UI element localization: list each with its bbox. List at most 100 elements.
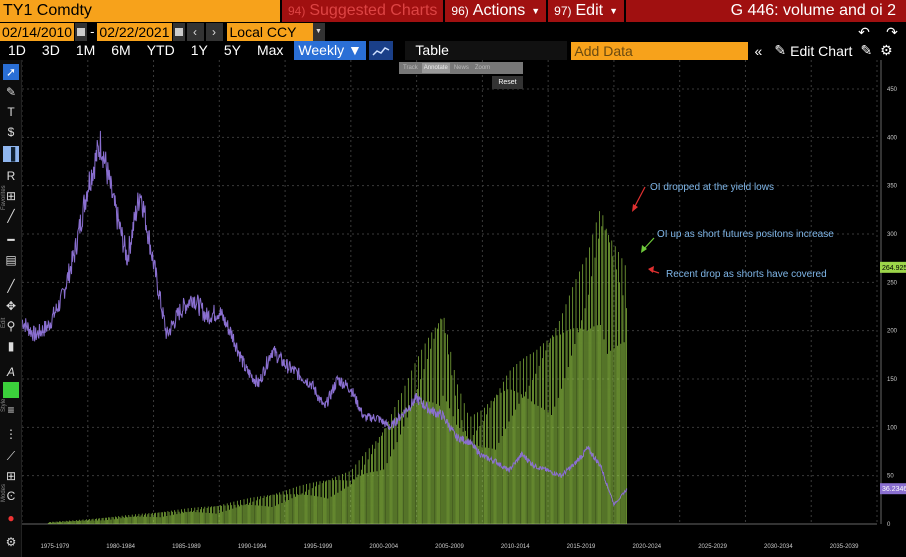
price-oi-chart[interactable]: 0 50 100 150 200 250 300 350 400 450 264.925 36.234… xyxy=(22,60,906,557)
modes-label: Modes xyxy=(1,483,7,502)
annotation-text: OI dropped at the yield lows xyxy=(650,182,774,193)
annotation-text: Recent drop as shorts have covered xyxy=(666,269,827,280)
annotate-button[interactable]: Annotate xyxy=(421,63,450,73)
redo-icon[interactable]: ↷ xyxy=(886,23,898,40)
chevron-down-icon[interactable]: ▼ xyxy=(312,22,325,41)
title-bar: TY1 Comdty 94) Suggested Charts 96) Acti… xyxy=(0,0,906,22)
magnet-icon[interactable]: Ͼ xyxy=(6,489,16,503)
actions-menu[interactable]: 96) Actions ▼ xyxy=(445,0,547,22)
brush-icon[interactable]: ╱ xyxy=(7,209,15,223)
chevron-down-icon: ▼ xyxy=(531,6,541,16)
double-chevron-left-icon[interactable]: « xyxy=(754,42,763,59)
date-separator: - xyxy=(90,24,95,39)
x-tick-label: 2035-2039 xyxy=(830,544,859,550)
color-dots-icon[interactable]: ● xyxy=(7,511,15,525)
chart-grid xyxy=(22,60,882,525)
settings-icon[interactable]: ⚙ xyxy=(880,42,893,58)
edit-menu[interactable]: 97) Edit ▼ xyxy=(548,0,624,22)
gear-icon[interactable]: ⚙ xyxy=(5,535,17,549)
color-swatch[interactable] xyxy=(3,382,19,398)
suggested-charts-menu[interactable]: 94) Suggested Charts xyxy=(282,0,444,22)
pencil-icon[interactable]: ✎ xyxy=(5,85,17,99)
currency-select[interactable]: Local CCY xyxy=(226,22,313,41)
line-icon[interactable]: ━ xyxy=(7,233,15,247)
move-icon[interactable]: ✥ xyxy=(5,299,17,313)
pencil-icon[interactable]: ╱ xyxy=(7,279,15,293)
x-tick-label: 1980-1984 xyxy=(106,544,135,550)
bar-icon[interactable]: ▐ xyxy=(3,146,19,162)
period-6m[interactable]: 6M xyxy=(111,42,131,58)
price-series xyxy=(22,130,628,507)
cursor-icon[interactable]: ➚ xyxy=(3,64,19,80)
x-tick-label: 1990-1994 xyxy=(238,544,267,550)
dashed-line-icon[interactable]: ⋮ xyxy=(5,427,17,441)
x-tick-label: 2030-2034 xyxy=(764,544,793,550)
track-button[interactable]: Track xyxy=(403,65,418,71)
frequency-select[interactable]: Weekly ▼ xyxy=(294,41,367,60)
period-5y[interactable]: 5Y xyxy=(223,42,241,58)
suggested-num: 94) xyxy=(288,4,306,18)
chart-mode-bar: Track Annotate News Zoom xyxy=(399,62,523,74)
pattern-icon[interactable]: ▤ xyxy=(5,253,17,267)
undo-icon[interactable]: ↶ xyxy=(858,23,870,40)
y-tick-label: 150 xyxy=(887,377,898,383)
grid-icon[interactable]: ⊞ xyxy=(5,469,17,483)
text-icon[interactable]: T xyxy=(7,105,15,119)
table-button[interactable]: Table xyxy=(405,41,568,60)
edit-label: Edit xyxy=(1,317,7,328)
pencil-icon: ✎ xyxy=(774,42,787,58)
favorites-label: Favorites xyxy=(1,185,7,210)
period-3d[interactable]: 3D xyxy=(41,42,60,58)
suggested-label: Suggested Charts xyxy=(309,2,438,19)
chevron-left-icon[interactable]: ‹ xyxy=(186,22,204,41)
pin-icon[interactable]: ⚲ xyxy=(6,319,16,333)
y-tick-label: 50 xyxy=(887,474,894,480)
ticker-field[interactable]: TY1 Comdty xyxy=(0,0,280,22)
y-tick-label: 200 xyxy=(887,329,898,335)
brush-icon[interactable]: ⊞ xyxy=(5,189,17,203)
date-range-bar: 02/14/2010 - 02/22/2021 ‹ › Local CCY ▼ … xyxy=(0,22,906,41)
calendar-icon[interactable] xyxy=(172,22,185,41)
period-max[interactable]: Max xyxy=(256,42,284,58)
annotation-arrow-red xyxy=(633,186,646,209)
oi-last-badge xyxy=(880,261,906,273)
news-button[interactable]: News xyxy=(453,65,469,71)
start-date-input[interactable]: 02/14/2010 xyxy=(0,22,75,41)
r-icon[interactable]: R xyxy=(6,169,16,183)
period-1m[interactable]: 1M xyxy=(75,42,96,58)
diagonal-icon[interactable]: ⟋ xyxy=(6,449,16,463)
calendar-icon[interactable] xyxy=(75,22,88,41)
end-date-input[interactable]: 02/22/2021 xyxy=(97,22,172,41)
period-toolbar: 1D 3D 1M 6M YTD 1Y 5Y Max Weekly ▼ Table… xyxy=(0,41,906,60)
drawing-toolbar: ➚ ✎ T $ ▐ R ⊞ ╱ ━ ▤ ╱ ✥ ⚲ ▮ A ≡ ⋮ ⟋ ⊞ Ͼ … xyxy=(0,60,22,557)
period-1d[interactable]: 1D xyxy=(8,42,26,58)
y-tick-label: 350 xyxy=(887,184,898,190)
x-tick-label: 2000-2004 xyxy=(369,544,398,550)
edit-num: 97) xyxy=(554,4,572,18)
add-data-input[interactable]: Add Data xyxy=(571,41,749,60)
annotation-text: OI up as short futures positons increase xyxy=(657,229,834,240)
annotations: OI dropped at the yield lows OI up as sho… xyxy=(632,182,834,280)
edit-chart-button[interactable]: ✎ Edit Chart xyxy=(774,42,852,59)
y-tick-label: 450 xyxy=(887,87,898,93)
dollar-icon[interactable]: $ xyxy=(7,125,15,139)
x-axis: 1975-1979 1980-1984 1985-1989 1990-1994 1995… xyxy=(41,544,860,550)
trash-icon[interactable]: ▮ xyxy=(7,339,15,353)
chevron-right-icon[interactable]: › xyxy=(205,22,223,41)
annotation-arrowhead xyxy=(648,266,654,273)
font-icon[interactable]: A xyxy=(6,365,15,379)
price-last-badge xyxy=(880,483,906,495)
period-ytd[interactable]: YTD xyxy=(146,42,175,58)
zoom-button[interactable]: Zoom xyxy=(474,65,491,71)
style-label: Style xyxy=(1,398,7,412)
annotation-arrowhead xyxy=(641,245,647,253)
reset-button[interactable]: Reset xyxy=(492,76,523,89)
price-last-value: 36.2346 xyxy=(882,486,906,493)
line-style-icon[interactable]: ≡ xyxy=(7,403,15,417)
edit-square-icon[interactable]: ✎ xyxy=(860,42,873,58)
x-tick-label: 1995-1999 xyxy=(304,544,333,550)
period-1y[interactable]: 1Y xyxy=(190,42,208,58)
x-tick-label: 2025-2029 xyxy=(698,544,727,550)
line-chart-icon[interactable] xyxy=(369,41,394,60)
y-tick-label: 0 xyxy=(887,522,891,528)
